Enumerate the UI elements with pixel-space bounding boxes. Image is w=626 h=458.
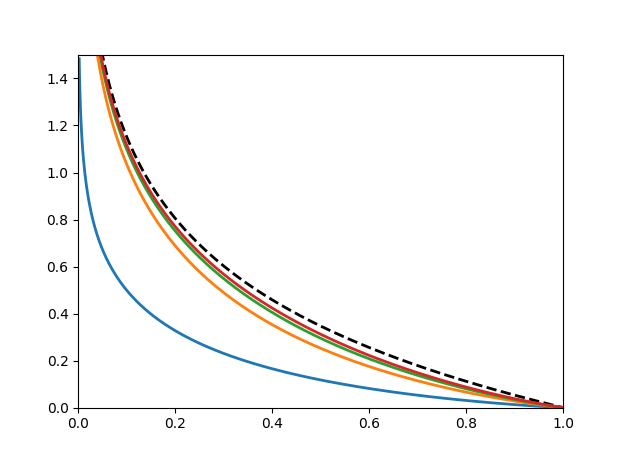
α=2.5 (560, 405, 567, 410)
Line: α=0.5: α=0.5 (80, 59, 563, 408)
α=5.0 (525, 399, 533, 405)
α=0.5 (199, 342, 207, 348)
α=2.5 (90, 31, 98, 37)
α=7.5 (560, 405, 567, 410)
α=7.5 (93, 30, 101, 36)
α=7.5 (95, 39, 102, 45)
α=0.5 (307, 375, 314, 381)
Line: α=5.0: α=5.0 (96, 33, 563, 408)
α=0.5 (320, 378, 327, 383)
α=2.5 (506, 398, 513, 403)
α=0.5 (213, 348, 221, 354)
α=5.0 (396, 367, 404, 372)
α=2.5 (144, 204, 151, 209)
α=7.5 (192, 246, 200, 252)
Line: α=7.5: α=7.5 (97, 33, 563, 408)
α=0.5 (505, 402, 513, 407)
α=5.0 (554, 404, 562, 409)
α=0.5 (76, 56, 83, 61)
α=2.5 (526, 401, 533, 406)
α=0.5 (448, 396, 456, 402)
α=5.0 (93, 30, 100, 35)
α=2.5 (215, 286, 223, 292)
α=7.5 (396, 364, 403, 370)
α=5.0 (560, 405, 567, 410)
Line: α=2.5: α=2.5 (94, 34, 563, 408)
α=7.5 (489, 391, 496, 397)
α=5.0 (461, 386, 468, 391)
α=2.5 (295, 336, 303, 342)
α=2.5 (534, 402, 541, 407)
α=5.0 (555, 404, 562, 410)
α=7.5 (559, 405, 567, 410)
α=7.5 (340, 342, 347, 348)
α=5.0 (524, 399, 531, 405)
α=0.5 (560, 405, 567, 410)
